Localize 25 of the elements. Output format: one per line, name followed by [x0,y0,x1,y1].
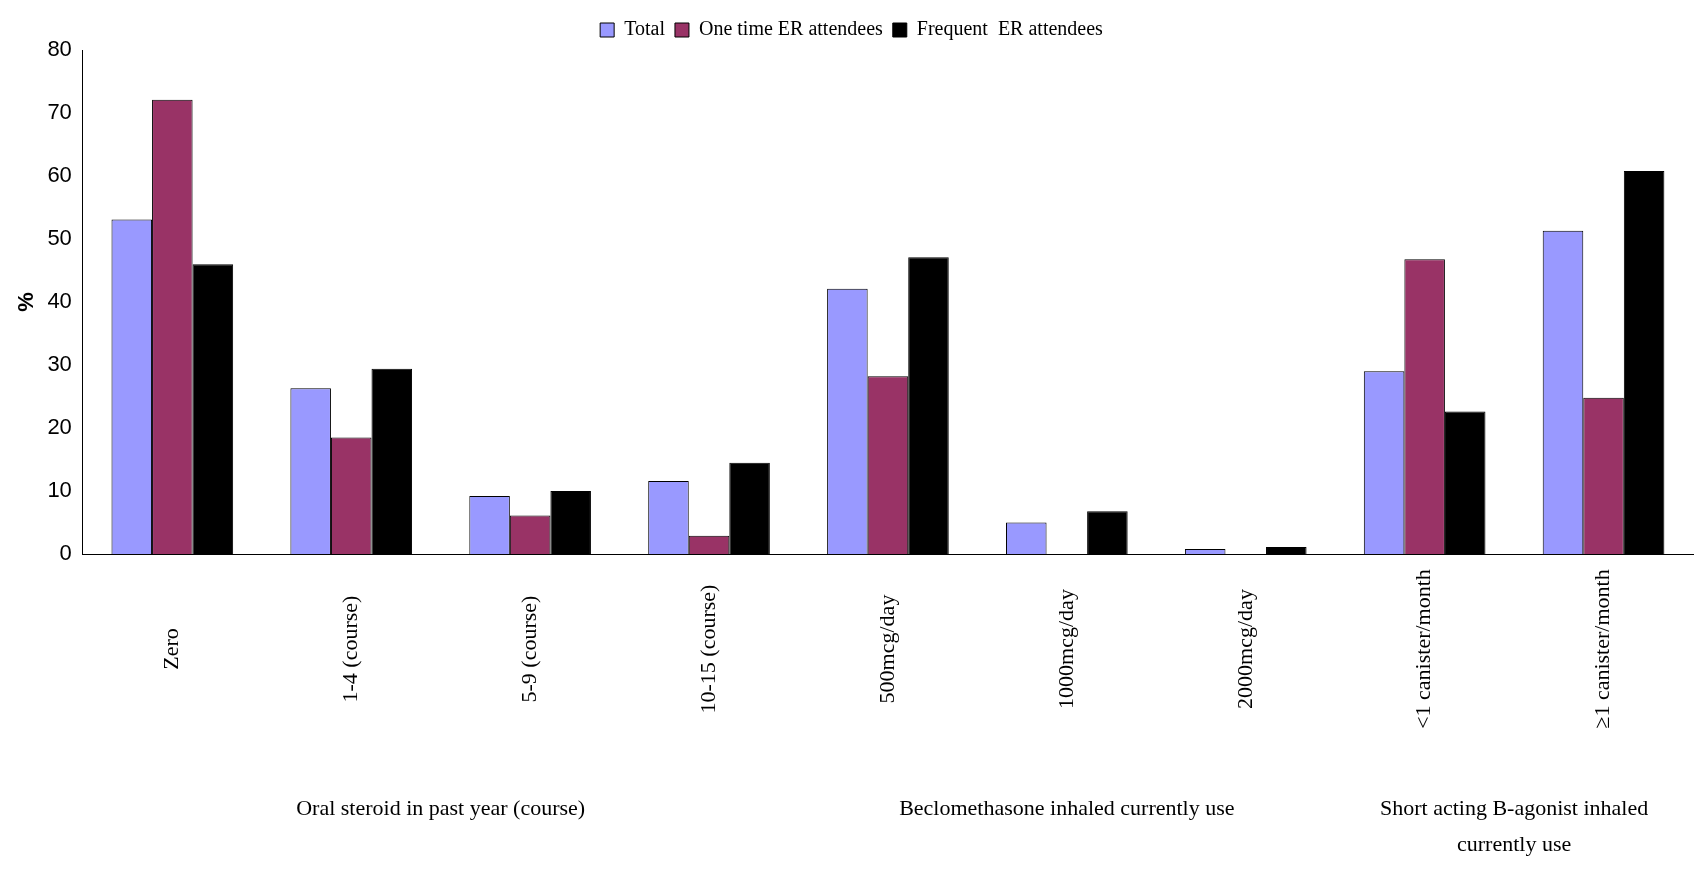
y-tick-label: 70 [47,99,72,125]
text: Oral steroid in past year (course) [296,794,586,820]
x-tick-label: 2000mcg/day [1231,589,1257,709]
y-axis-title: % [13,292,39,312]
x-tick-label: 5-9 (course) [515,595,541,703]
x-tick-label: <1 canister/month [1410,569,1436,729]
x-tick-label: 1-4 (course) [337,595,363,703]
x-tick-label: Zero [158,628,184,670]
y-tick-label: 30 [47,351,72,377]
y-tick-label: 80 [47,36,72,62]
text: Beclomethasone inhaled currently use [899,794,1235,820]
x-tick-label: ≥1 canister/month [1589,569,1615,729]
x-tick-label: 500mcg/day [873,594,899,704]
y-tick-label: 40 [47,288,72,314]
y-tick-label: 60 [47,162,72,188]
y-tick-label: 50 [47,225,72,251]
legend-label: Total [624,17,666,40]
legend-label: One time ER attendees [698,17,884,40]
legend-label: Frequent ER attendees [916,17,1104,41]
x-tick-label: 10-15 (course) [694,584,720,714]
y-tick-label: 10 [47,477,72,503]
y-tick-label: 20 [47,414,72,440]
text: Short acting B-agonist inhaled currently use [1379,794,1649,856]
x-tick-label: 1000mcg/day [1052,589,1078,709]
y-tick-label: 0 [59,540,72,566]
